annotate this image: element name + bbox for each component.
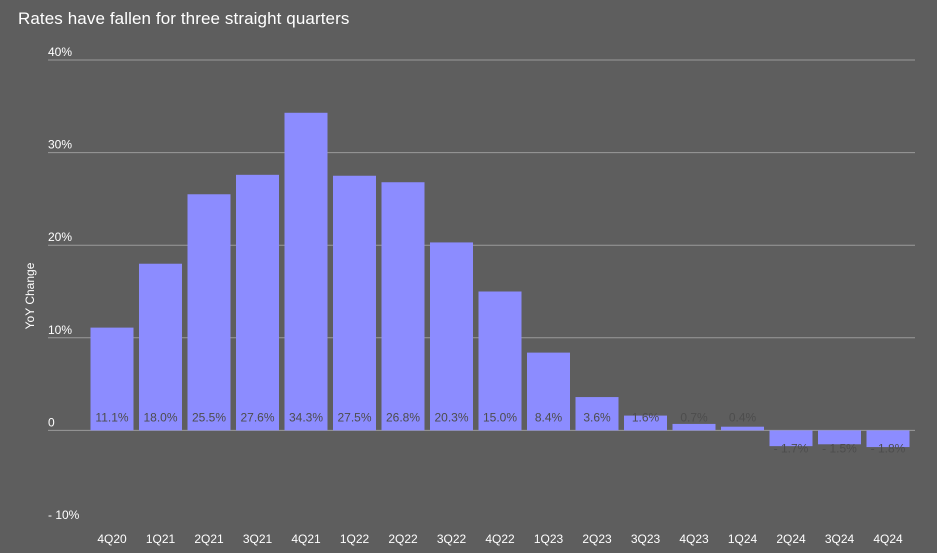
data-label: - 1.5% bbox=[822, 441, 857, 455]
x-tick-label: 2Q21 bbox=[194, 532, 224, 546]
y-tick-label: 40% bbox=[48, 45, 72, 59]
x-tick-label: 3Q22 bbox=[437, 532, 467, 546]
bar bbox=[769, 430, 813, 447]
x-tick-label: 2Q23 bbox=[582, 532, 612, 546]
x-tick-label: 4Q21 bbox=[291, 532, 321, 546]
y-tick-label: 30% bbox=[48, 138, 72, 152]
bar bbox=[187, 194, 231, 431]
x-tick-label: 3Q24 bbox=[825, 532, 855, 546]
data-label: 1.6% bbox=[632, 410, 660, 424]
data-label: 15.0% bbox=[483, 410, 517, 424]
bar bbox=[333, 175, 376, 431]
x-tick-label: 2Q22 bbox=[388, 532, 418, 546]
x-tick-label: 4Q20 bbox=[97, 532, 127, 546]
data-label: 27.6% bbox=[240, 410, 274, 424]
bar bbox=[672, 423, 716, 431]
data-label: 0.4% bbox=[729, 410, 757, 424]
x-tick-label: 1Q23 bbox=[534, 532, 564, 546]
data-label: 0.7% bbox=[680, 410, 708, 424]
data-label: 18.0% bbox=[143, 410, 177, 424]
x-tick-label: 4Q24 bbox=[873, 532, 903, 546]
data-label: - 1.8% bbox=[871, 441, 906, 455]
bar bbox=[381, 182, 425, 431]
bar bbox=[624, 415, 667, 431]
x-tick-label: 1Q22 bbox=[340, 532, 370, 546]
x-axis-ticks: 4Q20 1Q21 2Q21 3Q21 4Q21 1Q22 2Q22 3Q22 4Q22 1Q23… bbox=[97, 532, 903, 546]
x-tick-label: 3Q21 bbox=[243, 532, 273, 546]
data-label: 34.3% bbox=[289, 410, 323, 424]
data-label: 11.1% bbox=[95, 410, 128, 424]
data-label: - 1.7% bbox=[774, 441, 809, 455]
bar bbox=[430, 242, 473, 431]
bar bbox=[236, 174, 279, 431]
x-tick-label: 1Q21 bbox=[146, 532, 176, 546]
bar bbox=[90, 327, 134, 431]
y-tick-label: 20% bbox=[48, 230, 72, 244]
bar bbox=[527, 352, 570, 431]
bar bbox=[284, 112, 328, 431]
bar bbox=[139, 263, 182, 431]
data-label: 26.8% bbox=[386, 410, 420, 424]
x-tick-label: 1Q24 bbox=[728, 532, 758, 546]
x-tick-label: 4Q23 bbox=[679, 532, 709, 546]
bars bbox=[90, 112, 910, 448]
bar bbox=[721, 426, 764, 431]
y-tick-label: - 10% bbox=[48, 508, 80, 522]
y-axis-ticks: 40% 30% 20% 10% 0 - 10% bbox=[48, 45, 80, 522]
bar bbox=[575, 397, 619, 431]
data-labels: 11.1% 18.0% 25.5% 27.6% 34.3% 27.5% 26.8% 20.3%… bbox=[95, 410, 905, 455]
y-tick-label: 10% bbox=[48, 323, 72, 337]
y-tick-label: 0 bbox=[48, 415, 55, 429]
bar bbox=[478, 291, 522, 431]
data-label: 25.5% bbox=[192, 410, 226, 424]
x-tick-label: 2Q24 bbox=[776, 532, 806, 546]
x-tick-label: 4Q22 bbox=[485, 532, 515, 546]
x-tick-label: 3Q23 bbox=[631, 532, 661, 546]
data-label: 3.6% bbox=[583, 410, 611, 424]
bar bbox=[818, 430, 861, 445]
bar bbox=[866, 430, 910, 448]
data-label: 27.5% bbox=[337, 410, 371, 424]
chart-title: Rates have fallen for three straight qua… bbox=[18, 9, 350, 28]
data-label: 20.3% bbox=[434, 410, 468, 424]
data-label: 8.4% bbox=[535, 410, 563, 424]
